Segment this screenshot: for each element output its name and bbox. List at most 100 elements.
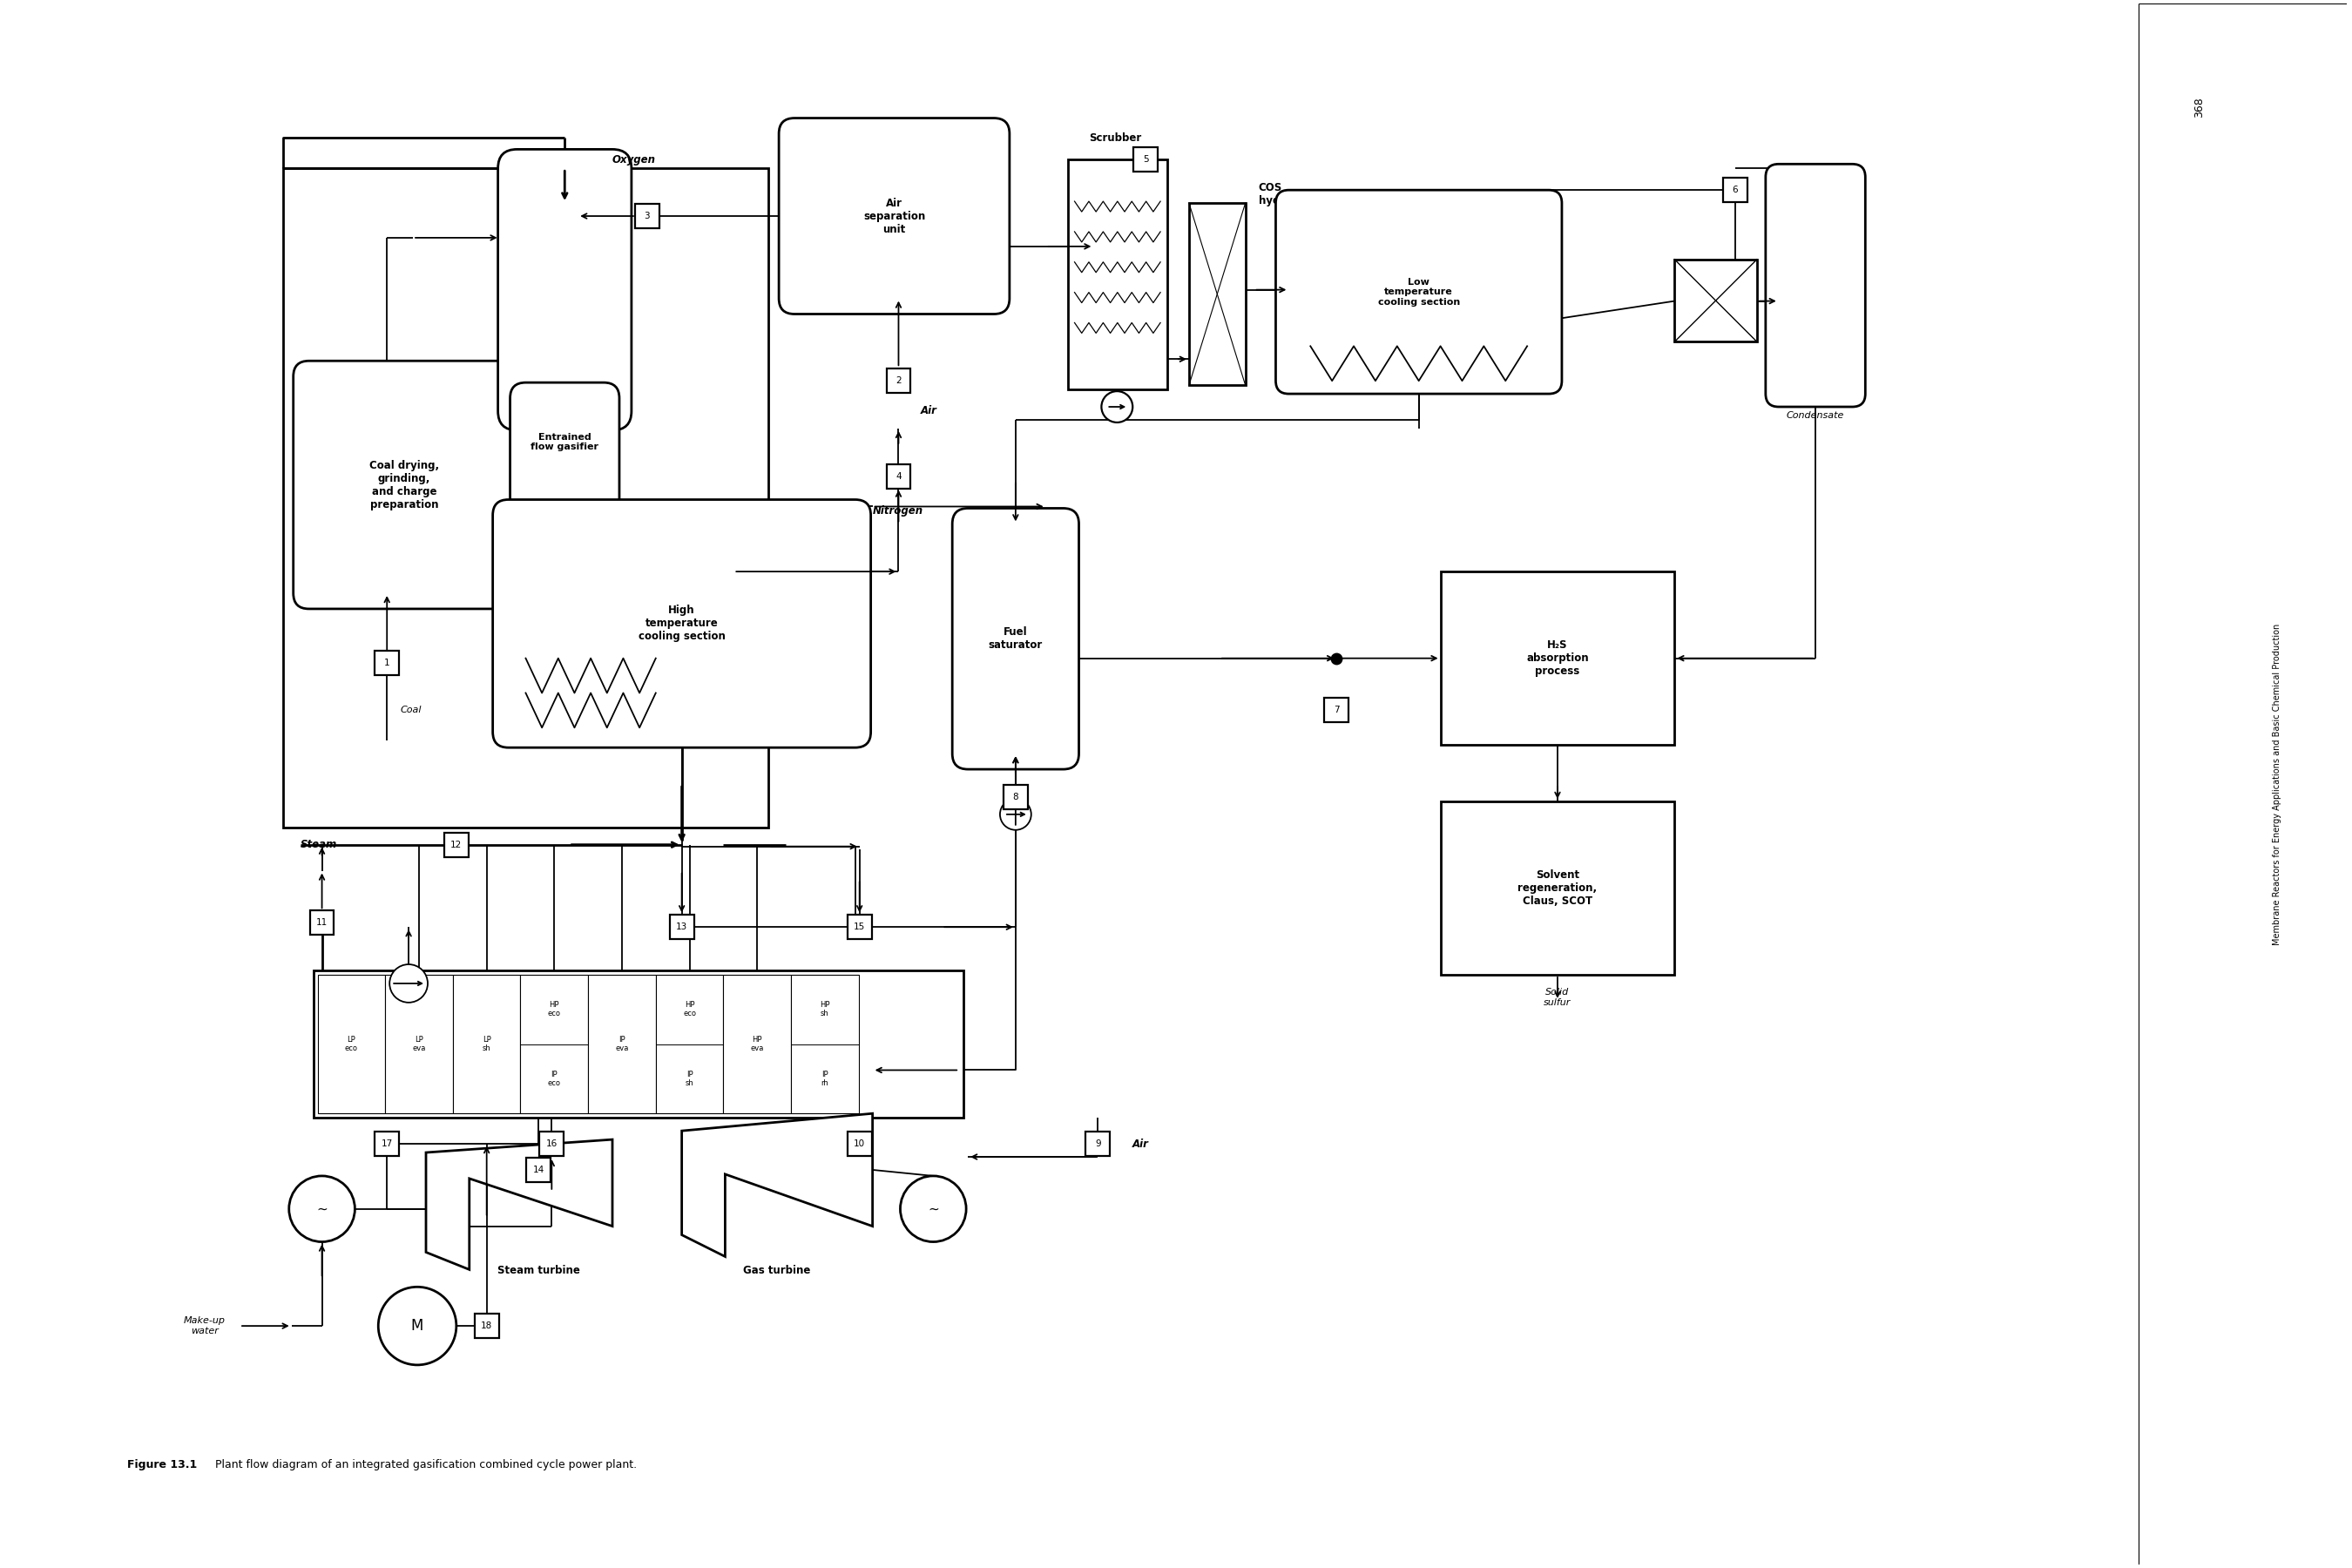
Circle shape	[390, 964, 428, 1002]
Bar	[1324, 698, 1348, 723]
FancyBboxPatch shape	[1275, 190, 1562, 394]
Text: IP
sh: IP sh	[684, 1071, 694, 1087]
Bar	[313, 971, 964, 1118]
Circle shape	[379, 1287, 456, 1364]
Text: Solvent
regeneration,
Claus, SCOT: Solvent regeneration, Claus, SCOT	[1517, 869, 1597, 906]
Text: Plant flow diagram of an integrated gasification combined cycle power plant.: Plant flow diagram of an integrated gasi…	[207, 1458, 637, 1471]
Text: 12: 12	[452, 840, 461, 848]
Text: COS
hydrolizer: COS hydrolizer	[1258, 182, 1317, 207]
FancyBboxPatch shape	[779, 118, 1009, 314]
Bar	[670, 916, 694, 939]
Bar	[475, 1314, 499, 1338]
Circle shape	[901, 1176, 967, 1242]
FancyBboxPatch shape	[510, 383, 619, 557]
Text: Air: Air	[920, 406, 936, 417]
Bar	[1439, 572, 1675, 745]
Text: High
temperature
cooling section: High temperature cooling section	[637, 605, 724, 643]
Bar	[1004, 786, 1028, 809]
Text: 6: 6	[1733, 185, 1738, 194]
Text: 18: 18	[480, 1322, 492, 1330]
Text: Scrubber: Scrubber	[1089, 132, 1141, 144]
Bar	[282, 168, 769, 828]
Bar	[1134, 147, 1157, 172]
Text: HP
sh: HP sh	[821, 1000, 830, 1018]
Bar	[1724, 177, 1748, 202]
Text: LP
sh: LP sh	[482, 1036, 492, 1052]
Bar	[847, 1132, 873, 1156]
Bar	[445, 833, 468, 856]
Text: ~: ~	[927, 1203, 938, 1215]
Text: 7: 7	[1334, 706, 1338, 715]
Text: 11: 11	[315, 919, 327, 927]
Text: 5: 5	[1143, 155, 1148, 165]
FancyBboxPatch shape	[492, 500, 870, 748]
Bar	[1675, 259, 1757, 342]
Text: HP
eco: HP eco	[548, 1000, 560, 1018]
Text: Condensate: Condensate	[1785, 411, 1844, 420]
Text: Steam turbine: Steam turbine	[496, 1265, 581, 1276]
Text: Membrane Reactors for Energy Applications and Basic Chemical Production: Membrane Reactors for Energy Application…	[2272, 622, 2281, 946]
Text: Gas turbine: Gas turbine	[743, 1265, 811, 1276]
Text: HP
eco: HP eco	[682, 1000, 696, 1018]
FancyBboxPatch shape	[953, 508, 1080, 770]
Bar	[1087, 1132, 1110, 1156]
Text: 17: 17	[381, 1140, 393, 1148]
Bar	[635, 204, 659, 229]
Text: IP
eco: IP eco	[548, 1071, 560, 1087]
Text: ~: ~	[318, 1203, 327, 1215]
Text: IP
rh: IP rh	[821, 1071, 828, 1087]
Bar	[1068, 160, 1167, 389]
Bar	[386, 975, 454, 1113]
Text: 4: 4	[896, 472, 901, 480]
Text: Coal drying,
grinding,
and charge
preparation: Coal drying, grinding, and charge prepar…	[369, 459, 440, 510]
Bar	[527, 1157, 550, 1182]
Text: Make-up
water: Make-up water	[183, 1317, 226, 1336]
Bar	[454, 975, 520, 1113]
Text: Air
separation
unit: Air separation unit	[863, 198, 924, 235]
Bar	[847, 916, 873, 939]
Bar	[1190, 204, 1244, 386]
Bar	[374, 1132, 400, 1156]
Bar	[374, 651, 400, 674]
Text: Entrained
flow gasifier: Entrained flow gasifier	[532, 433, 600, 452]
Text: M: M	[412, 1319, 423, 1334]
Text: IP
eva: IP eva	[616, 1036, 628, 1052]
Text: Oxygen: Oxygen	[612, 154, 656, 165]
Text: 9: 9	[1096, 1140, 1101, 1148]
Text: Fuel
saturator: Fuel saturator	[988, 627, 1042, 651]
Bar	[1439, 801, 1675, 975]
Text: Air: Air	[1134, 1138, 1150, 1149]
FancyBboxPatch shape	[499, 149, 630, 430]
Polygon shape	[682, 1113, 873, 1256]
Bar	[887, 464, 910, 488]
Text: 1: 1	[383, 659, 390, 666]
Text: Figure 13.1: Figure 13.1	[127, 1458, 198, 1471]
Text: H₂S
absorption
process: H₂S absorption process	[1526, 640, 1588, 677]
Text: 14: 14	[534, 1165, 543, 1174]
Text: 15: 15	[854, 922, 866, 931]
Text: 2: 2	[896, 376, 901, 386]
Bar	[724, 975, 790, 1113]
Text: LP
eva: LP eva	[412, 1036, 426, 1052]
Bar	[588, 975, 656, 1113]
Bar	[520, 397, 609, 426]
Text: LP
eco: LP eco	[346, 1036, 358, 1052]
Bar	[887, 368, 910, 394]
Text: 8: 8	[1014, 793, 1018, 801]
Text: Steam: Steam	[301, 839, 336, 850]
Text: 16: 16	[546, 1140, 557, 1148]
FancyBboxPatch shape	[1766, 165, 1865, 406]
Circle shape	[289, 1176, 355, 1242]
Text: 13: 13	[675, 922, 687, 931]
Text: 10: 10	[854, 1140, 866, 1148]
Bar	[656, 975, 724, 1113]
Bar	[539, 1132, 564, 1156]
Bar	[790, 975, 858, 1113]
FancyBboxPatch shape	[294, 361, 515, 608]
Text: 3: 3	[644, 212, 649, 221]
Bar	[310, 911, 334, 935]
Text: Coal: Coal	[400, 706, 421, 715]
Text: 368: 368	[2194, 97, 2204, 118]
Polygon shape	[426, 1140, 612, 1270]
Bar	[318, 975, 386, 1113]
